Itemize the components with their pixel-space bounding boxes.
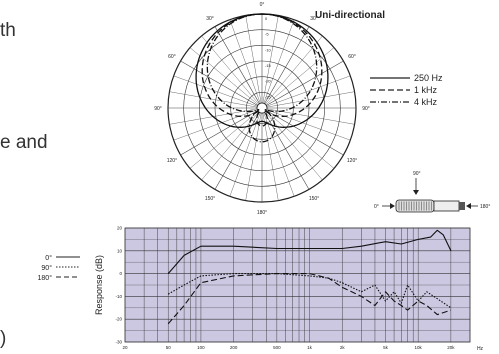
y-tick-label: 20 [117,226,123,231]
x-tick-label: 50 [166,345,172,350]
polar-angle-label: 30° [310,16,318,22]
polar-grid [168,14,356,202]
polar-angle-label: 120° [347,158,357,164]
microphone-diagram: 90° 0° 180° [374,171,490,212]
resp-legend-label-180: 180° [38,274,53,282]
polar-angle-label: 120° [167,158,177,164]
x-tick-label: 2k [340,345,346,350]
legend-label-4khz: 4 kHz [414,97,438,107]
polar-angle-label: 150° [309,196,319,202]
x-tick-label: 20 [122,345,128,350]
legend-label-1khz: 1 kHz [414,85,438,95]
polar-angle-label: 60° [168,54,176,60]
polar-angle-label: 90° [154,106,162,112]
polar-angle-label: 150° [205,196,215,202]
resp-legend-label-90: 90° [41,264,52,272]
y-tick-label: -30 [115,340,122,345]
x-tick-label: 500 [273,345,281,350]
x-tick-label: 100 [197,345,205,350]
mic-arrowhead-left [390,203,395,209]
polar-ring-label: -15 [265,63,272,68]
x-tick-label: 5k [383,345,389,350]
polar-pattern: Uni-directional 0° 30° 60° 90° 120° 150° 180° 1… [154,2,385,216]
mic-body [434,201,459,211]
polar-ring-label: -10 [265,47,272,52]
resp-legend-label-0: 0° [45,254,52,262]
polar-legend: 250 Hz 1 kHz 4 kHz [370,73,443,107]
legend-label-250hz: 250 Hz [414,73,443,83]
mic-arrowhead-top [413,190,419,195]
polar-angle-label: 0° [260,2,265,8]
x-tick-label: 200 [230,345,238,350]
y-tick-labels: 20 10 0 -10 -20 -30 [115,226,122,345]
y-tick-label: 0 [119,271,122,276]
x-tick-labels: 20 50 100 200 500 1k 2k 5k 10k 20k [122,345,455,350]
polar-angle-label: 60° [348,54,356,60]
x-tick-label: 10k [415,345,423,350]
polar-angle-label: 90° [362,106,370,112]
x-tick-label: 1k [307,345,313,350]
mic-tail [459,202,465,210]
mic-angle-left: 0° [374,204,379,210]
y-tick-label: -20 [115,317,122,322]
y-axis-label: Response (dB) [94,255,104,315]
y-tick-label: 10 [117,248,123,253]
polar-ring-label: -20 [265,79,272,84]
polar-angle-label: 180° [257,210,267,216]
x-tick-label: 20k [447,345,455,350]
polar-angle-label: 30° [206,16,214,22]
y-tick-label: -10 [115,294,122,299]
polar-ring-label: -25 [265,94,272,99]
response-legend: 0° 90° 180° [38,254,80,282]
mic-arrowhead-right [466,203,471,209]
x-unit-label: Hz [477,346,484,352]
polar-title: Uni-directional [315,10,385,21]
mic-angle-top: 90° [413,171,421,177]
mic-angle-right: 180° [480,204,490,210]
